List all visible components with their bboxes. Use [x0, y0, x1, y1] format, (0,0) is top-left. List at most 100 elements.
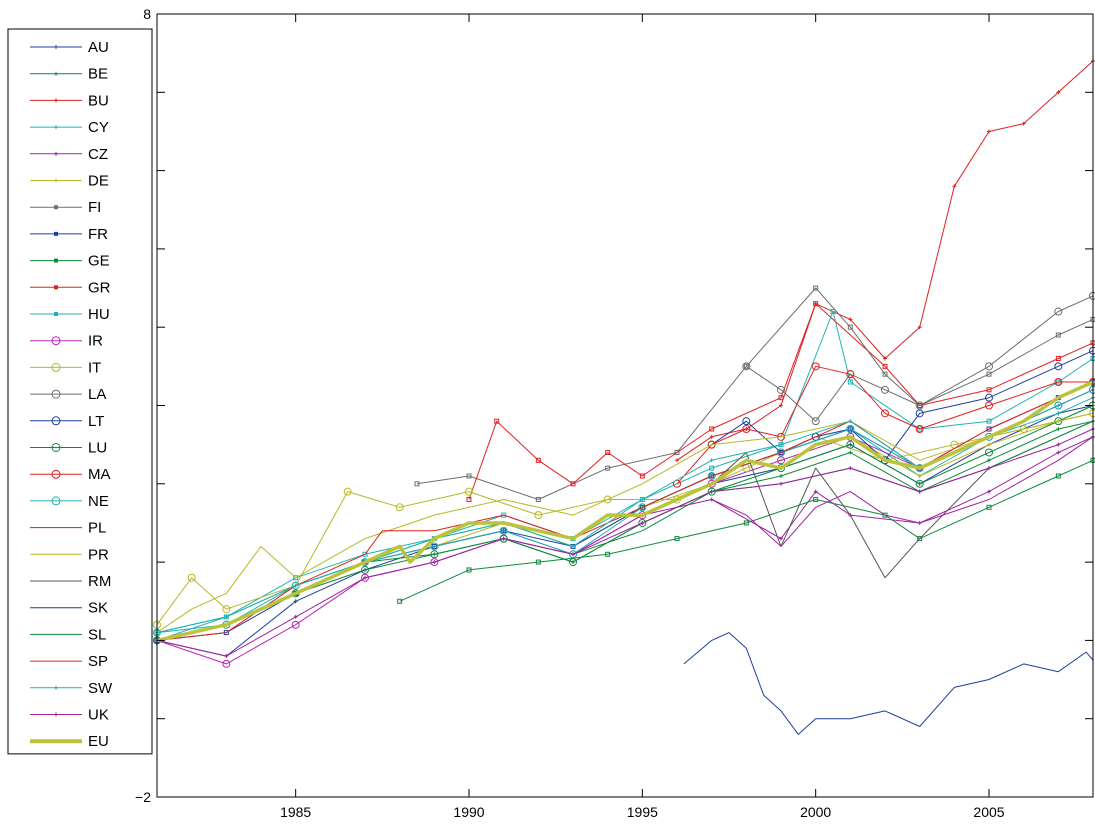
data-point-gr: [605, 449, 611, 455]
x-tick-label: 2000: [800, 804, 831, 820]
data-point-fr: [709, 473, 715, 479]
data-point-la: [742, 362, 751, 371]
data-point-ma: [1054, 378, 1063, 387]
legend-marker: [51, 389, 61, 399]
data-point-ge: [917, 536, 923, 542]
data-point-ge: [466, 567, 472, 573]
legend-entry-de: DE: [30, 173, 109, 190]
legend-label: GR: [88, 279, 111, 296]
data-point-bu: [709, 434, 714, 439]
data-point-uk: [224, 654, 229, 659]
data-point-ne: [1054, 401, 1063, 410]
legend-entry-rm: RM: [30, 573, 111, 590]
data-point-hu: [847, 379, 853, 385]
data-point-hu: [293, 575, 299, 581]
legend-marker: [54, 712, 58, 717]
data-point-ir: [291, 620, 300, 629]
data-point-ir: [430, 558, 439, 567]
data-point-it: [187, 573, 196, 582]
data-point-gr: [1055, 356, 1061, 362]
x-tick-label: 2005: [973, 804, 1004, 820]
legend-entry-it: IT: [30, 359, 101, 376]
data-point-bu: [1021, 121, 1026, 126]
data-point-be: [779, 473, 783, 478]
data-point-be: [987, 458, 991, 463]
data-point-hu: [709, 465, 715, 471]
data-point-la: [1054, 307, 1063, 316]
legend-label: SK: [88, 600, 108, 617]
data-point-sw: [709, 458, 714, 463]
legend-entry-fi: FI: [30, 199, 101, 216]
data-point-fr: [639, 504, 645, 510]
legend-label: DE: [88, 173, 109, 190]
data-point-ge: [535, 559, 541, 565]
data-point-sw: [779, 442, 783, 447]
data-point-lt: [915, 409, 924, 418]
data-point-uk: [501, 536, 506, 541]
data-point-sw: [571, 544, 575, 549]
data-point-ge: [674, 536, 680, 542]
legend-marker: [51, 416, 61, 426]
data-point-uk: [363, 575, 367, 580]
data-point-ne: [638, 503, 647, 512]
x-tick-label: 1995: [627, 804, 658, 820]
data-point-uk: [293, 614, 298, 619]
legend-entry-ge: GE: [30, 253, 110, 270]
legend-entry-ir: IR: [30, 333, 103, 350]
data-point-sw: [1056, 411, 1061, 416]
data-point-ne: [430, 542, 439, 551]
data-point-la: [811, 417, 820, 426]
data-point-sw: [293, 583, 298, 588]
data-point-ma: [985, 401, 993, 410]
legend-entry-ne: NE: [30, 493, 109, 510]
data-point-lt: [742, 417, 751, 426]
data-point-gr: [778, 395, 784, 401]
data-point-fi: [674, 449, 680, 455]
legend-entry-cz: CZ: [30, 146, 108, 163]
data-point-ge: [743, 520, 749, 526]
data-point-fi: [847, 324, 853, 330]
data-point-lt: [1054, 362, 1063, 371]
legend-label: FR: [88, 226, 108, 243]
data-point-lu: [915, 479, 924, 488]
data-point-de: [987, 442, 991, 447]
x-tick-label: 1990: [453, 804, 484, 820]
data-point-be: [1056, 426, 1061, 431]
legend-marker: [54, 285, 58, 290]
data-point-it: [395, 503, 404, 512]
legend-box: [7, 28, 153, 755]
legend-marker: [51, 336, 61, 346]
data-point-fr: [778, 449, 784, 455]
legend-marker: [51, 443, 61, 452]
legend-entry-fr: FR: [30, 226, 108, 243]
data-point-fi: [986, 371, 992, 377]
series-ge: [397, 457, 1095, 604]
data-point-la: [915, 401, 924, 410]
data-point-gr: [917, 403, 923, 408]
data-point-it: [465, 487, 473, 496]
legend-label: GE: [88, 253, 110, 270]
data-point-bu: [675, 458, 679, 463]
data-point-lu: [638, 518, 647, 527]
legend-marker: [54, 685, 58, 690]
legend-entry-sk: SK: [30, 600, 108, 617]
data-point-hu: [830, 309, 836, 315]
data-point-la: [985, 362, 993, 371]
legend-label: BU: [88, 92, 109, 109]
data-point-ge: [813, 496, 819, 502]
legend-label: CY: [88, 119, 109, 136]
legend-marker: [51, 469, 61, 479]
data-point-cz: [1056, 450, 1061, 455]
legend-label: SL: [88, 626, 106, 643]
legend-entry-uk: UK: [30, 707, 109, 724]
data-point-gr: [882, 363, 888, 369]
data-point-de: [917, 473, 922, 478]
data-point-gr: [570, 481, 576, 487]
data-point-gr: [986, 387, 992, 393]
data-point-fi: [414, 481, 420, 487]
data-point-ma: [915, 424, 924, 433]
data-point-uk: [571, 552, 575, 557]
data-point-uk: [1056, 442, 1061, 447]
